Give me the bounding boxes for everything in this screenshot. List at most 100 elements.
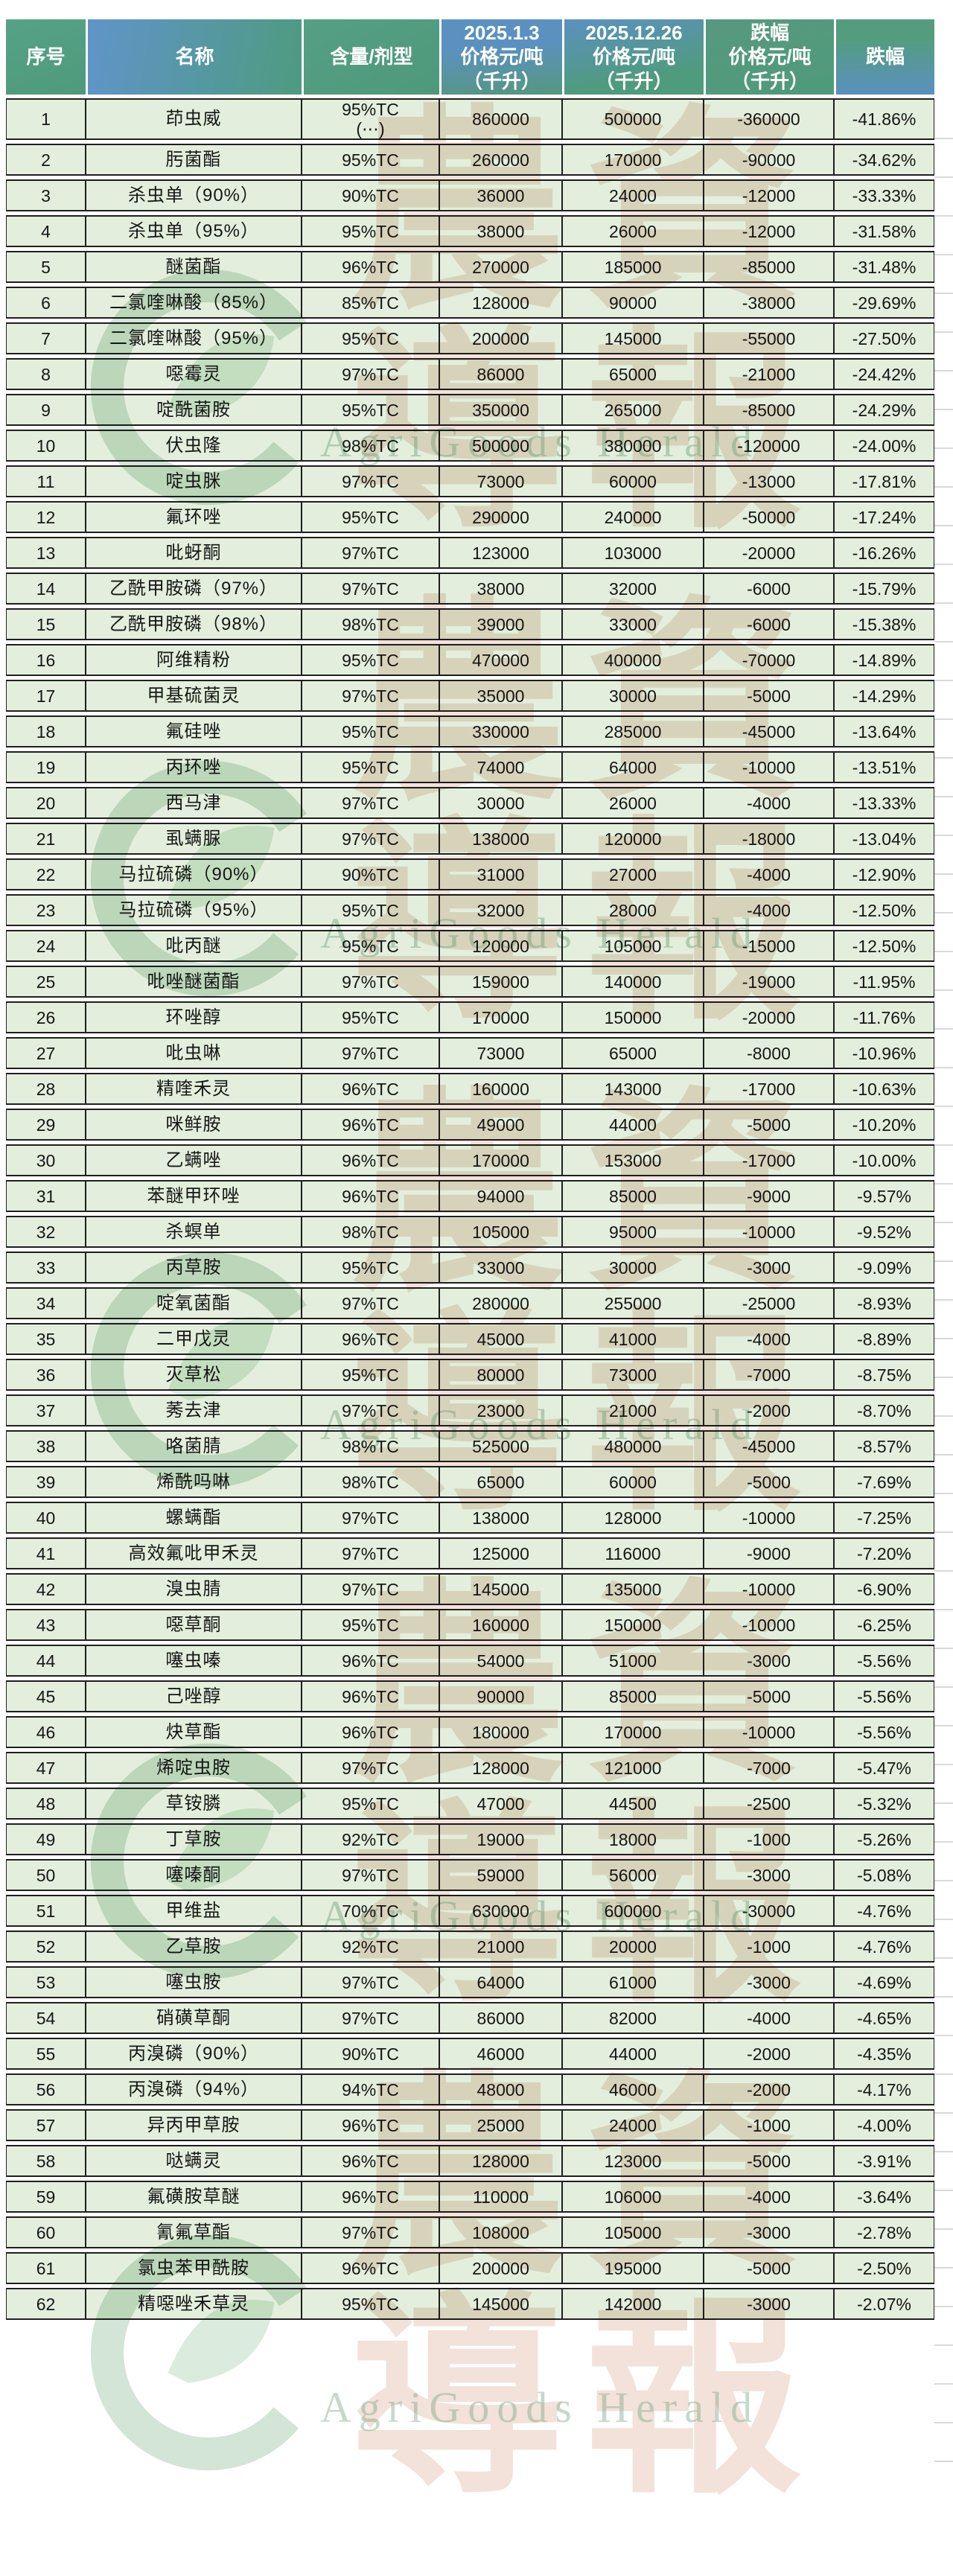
col-header-drop-percent: 跌幅 [834,19,934,95]
table-row: 47 烯啶虫胺 97%TC 128000 121000 -7000 -5.47% [6,1752,934,1784]
dosage-cell: 95%TC [302,322,439,354]
price-dec-cell: 65000 [562,358,704,390]
name-cell: 二甲戊灵 [86,1323,302,1355]
price-jan-cell: 47000 [439,1788,562,1820]
drop-amount-cell: -18000 [704,823,834,855]
drop-amount-cell: -30000 [704,1895,834,1927]
drop-percent-cell: -4.65% [834,2002,934,2034]
name-cell: 甲基硫菌灵 [86,680,302,712]
drop-percent-cell: -10.00% [834,1144,934,1176]
price-jan-cell: 138000 [439,823,562,855]
drop-percent-cell: -8.89% [834,1323,934,1355]
price-jan-cell: 860000 [439,98,562,140]
drop-percent-cell: -5.47% [834,1752,934,1784]
dosage-cell: 95%TC [302,501,439,533]
name-cell: 吡唑醚菌酯 [86,966,302,998]
drop-amount-cell: -12000 [704,215,834,247]
table-row: 19 丙环唑 95%TC 74000 64000 -10000 -13.51% [6,751,934,783]
table-row: 37 莠去津 97%TC 23000 21000 -2000 -8.70% [6,1394,934,1426]
dosage-cell: 97%TC [302,1752,439,1784]
price-jan-cell: 180000 [439,1716,562,1748]
price-dec-cell: 255000 [562,1287,704,1319]
row-number-cell: 22 [6,858,86,890]
row-number-cell: 44 [6,1645,86,1677]
dosage-cell: 96%TC [302,1144,439,1176]
table-row: 54 硝磺草酮 97%TC 86000 82000 -4000 -4.65% [6,2002,934,2034]
drop-amount-cell: -5000 [704,1466,834,1498]
drop-percent-cell: -29.69% [834,287,934,319]
name-cell: 啶氧菌酯 [86,1287,302,1319]
drop-percent-cell: -7.25% [834,1502,934,1534]
dosage-cell: 95%TC (⋯) [302,98,439,140]
price-dec-cell: 195000 [562,2252,704,2284]
dosage-cell: 97%TC [302,1394,439,1426]
dosage-cell: 95%TC [302,894,439,926]
table-row: 53 噻虫胺 97%TC 64000 61000 -3000 -4.69% [6,1966,934,1998]
price-dec-cell: 400000 [562,644,704,676]
price-dec-cell: 73000 [562,1359,704,1391]
price-jan-cell: 64000 [439,1966,562,1998]
price-dec-cell: 240000 [562,501,704,533]
price-jan-cell: 123000 [439,537,562,569]
row-number-cell: 61 [6,2252,86,2284]
price-jan-cell: 32000 [439,894,562,926]
row-number-cell: 53 [6,1966,86,1998]
price-jan-cell: 170000 [439,1001,562,1033]
row-number-cell: 41 [6,1537,86,1569]
name-cell: 氟环唑 [86,501,302,533]
drop-amount-cell: -5000 [704,1109,834,1141]
price-jan-cell: 54000 [439,1645,562,1677]
name-cell: 阿维精粉 [86,644,302,676]
drop-amount-cell: -55000 [704,322,834,354]
name-cell: 杀螟单 [86,1216,302,1248]
price-jan-cell: 49000 [439,1109,562,1141]
name-cell: 异丙甲草胺 [86,2109,302,2141]
row-number-cell: 4 [6,215,86,247]
drop-percent-cell: -14.29% [834,680,934,712]
drop-amount-cell: -85000 [704,394,834,426]
table-row: 60 氰氟草酯 97%TC 108000 105000 -3000 -2.78% [6,2216,934,2248]
table-row: 40 螺螨酯 97%TC 138000 128000 -10000 -7.25% [6,1502,934,1534]
dosage-cell: 95%TC [302,394,439,426]
name-cell: 丙草胺 [86,1252,302,1284]
dosage-cell: 97%TC [302,2002,439,2034]
table-row: 11 啶虫脒 97%TC 73000 60000 -13000 -17.81% [6,465,934,497]
table-row: 35 二甲戊灵 96%TC 45000 41000 -4000 -8.89% [6,1323,934,1355]
drop-percent-cell: -15.79% [834,573,934,605]
drop-percent-cell: -5.56% [834,1680,934,1712]
drop-percent-cell: -12.50% [834,930,934,962]
dosage-cell: 97%TC [302,823,439,855]
drop-percent-cell: -33.33% [834,179,934,211]
table-row: 9 啶酰菌胺 95%TC 350000 265000 -85000 -24.29… [6,394,934,426]
price-jan-cell: 38000 [439,573,562,605]
drop-amount-cell: -4000 [704,2002,834,2034]
price-jan-cell: 108000 [439,2216,562,2248]
dosage-cell: 90%TC [302,2038,439,2070]
price-dec-cell: 44500 [562,1788,704,1820]
table-row: 23 马拉硫磷（95%） 95%TC 32000 28000 -4000 -12… [6,894,934,926]
price-dec-cell: 380000 [562,430,704,462]
col-header-name: 名称 [86,19,302,95]
price-jan-cell: 120000 [439,930,562,962]
drop-amount-cell: -4000 [704,858,834,890]
dosage-cell: 92%TC [302,1931,439,1963]
name-cell: 氟磺胺草醚 [86,2181,302,2213]
price-dec-cell: 145000 [562,322,704,354]
row-number-cell: 32 [6,1216,86,1248]
row-number-cell: 12 [6,501,86,533]
drop-percent-cell: -13.33% [834,787,934,819]
table-row: 7 二氯喹啉酸（95%） 95%TC 200000 145000 -55000 … [6,322,934,354]
row-number-cell: 3 [6,179,86,211]
price-dec-cell: 24000 [562,179,704,211]
price-jan-cell: 80000 [439,1359,562,1391]
drop-amount-cell: -17000 [704,1144,834,1176]
table-row: 26 环唑醇 95%TC 170000 150000 -20000 -11.76… [6,1001,934,1033]
name-cell: 醚菌酯 [86,251,302,283]
price-jan-cell: 525000 [439,1430,562,1462]
drop-percent-cell: -8.75% [834,1359,934,1391]
row-number-cell: 50 [6,1859,86,1891]
drop-amount-cell: -3000 [704,1252,834,1284]
row-number-cell: 48 [6,1788,86,1820]
drop-amount-cell: -3000 [704,2288,834,2320]
drop-amount-cell: -1000 [704,2109,834,2141]
